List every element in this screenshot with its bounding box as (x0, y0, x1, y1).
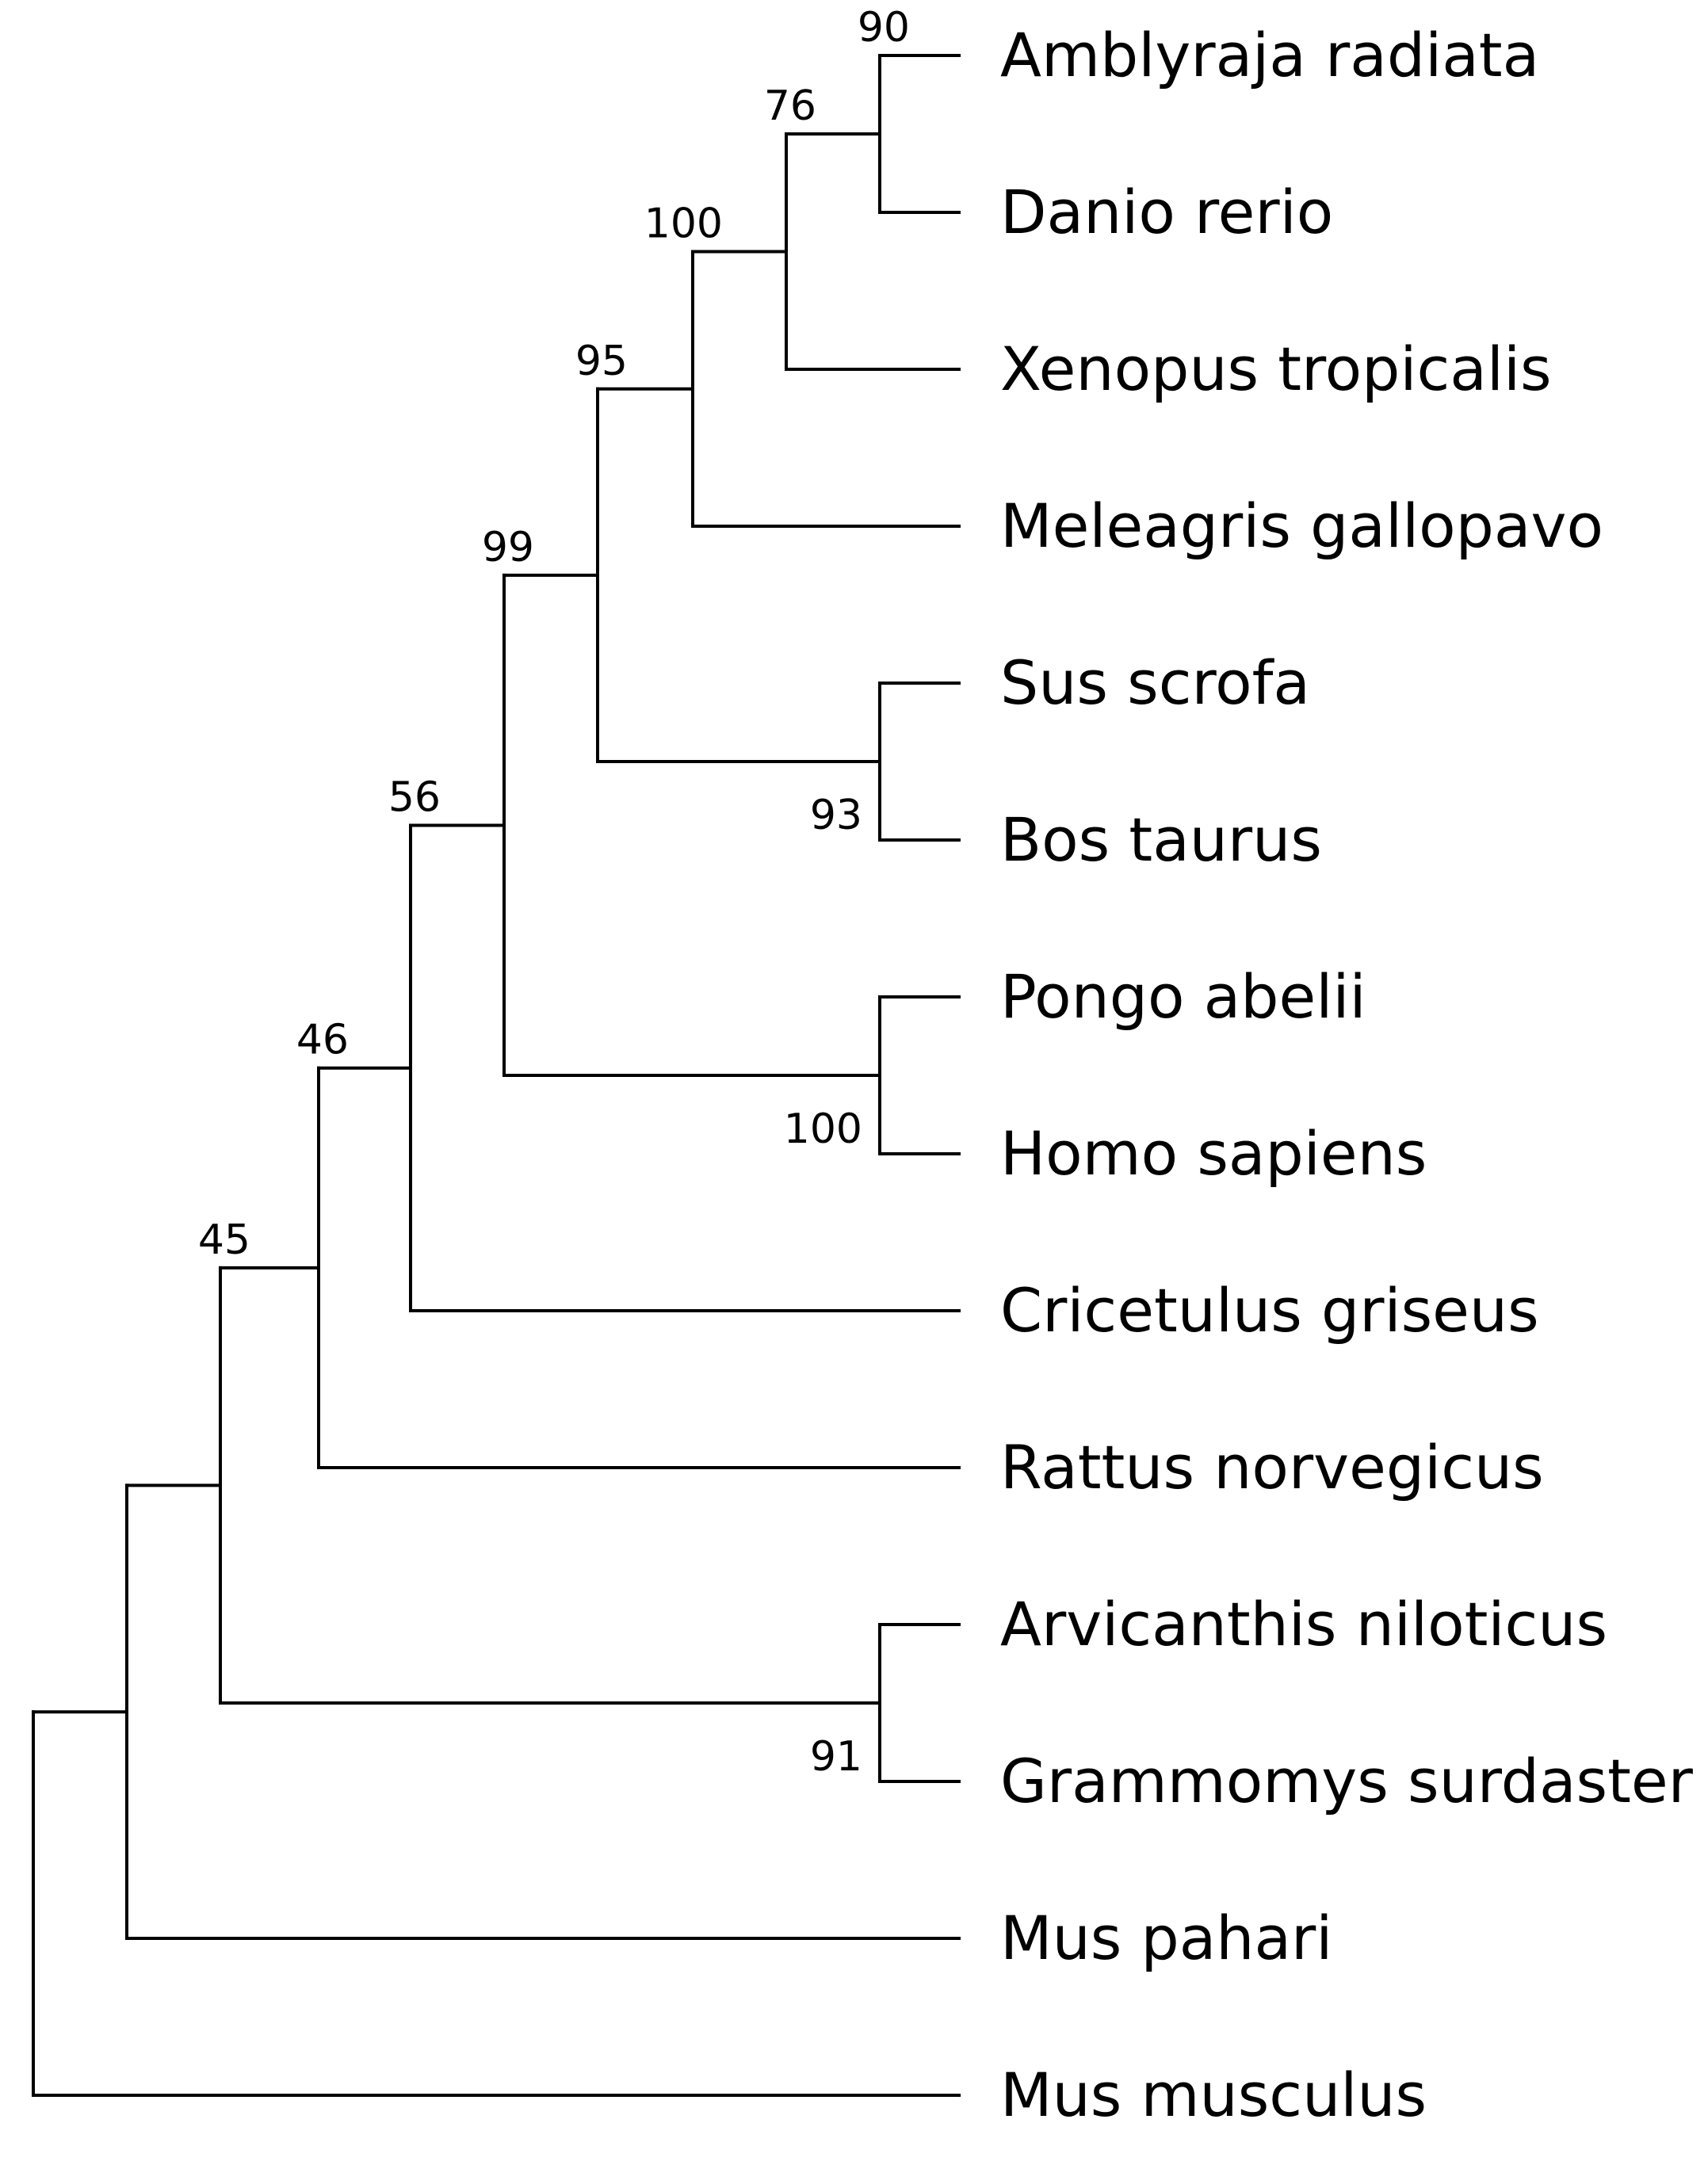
leaf-label: Sus scrofa (1000, 647, 1310, 718)
support-value: 76 (764, 82, 816, 130)
support-value: 95 (575, 338, 628, 385)
leaf-label: Arvicanthis niloticus (1000, 1589, 1607, 1659)
support-value: 45 (198, 1216, 250, 1264)
support-value: 100 (784, 1105, 862, 1153)
leaf-label: Rattus norvegicus (1000, 1432, 1544, 1503)
tree-branches (32, 54, 961, 2097)
leaf-label: Meleagris gallopavo (1000, 491, 1603, 561)
support-value: 91 (810, 1733, 862, 1781)
support-value: 93 (810, 792, 862, 839)
leaf-label: Xenopus tropicalis (1000, 334, 1552, 404)
tree-support-values: 90 76 100 93 95 100 99 56 46 91 45 (198, 4, 910, 1781)
leaf-label: Grammomys surdaster (1000, 1746, 1694, 1816)
leaf-label: Pongo abelii (1000, 961, 1366, 1032)
leaf-label: Homo sapiens (1000, 1118, 1427, 1189)
tree-leaf-labels: Amblyraja radiata Danio rerio Xenopus trop… (1000, 20, 1694, 2130)
support-value: 46 (296, 1017, 349, 1064)
leaf-label: Mus pahari (1000, 1903, 1332, 1973)
support-value: 100 (644, 200, 723, 248)
support-value: 90 (858, 4, 910, 52)
support-value: 99 (482, 524, 534, 571)
leaf-label: Cricetulus griseus (1000, 1275, 1539, 1346)
leaf-label: Amblyraja radiata (1000, 20, 1539, 90)
leaf-label: Danio rerio (1000, 177, 1333, 247)
leaf-label: Mus musculus (1000, 2060, 1427, 2130)
leaf-label: Bos taurus (1000, 804, 1322, 875)
support-value: 56 (388, 773, 441, 821)
